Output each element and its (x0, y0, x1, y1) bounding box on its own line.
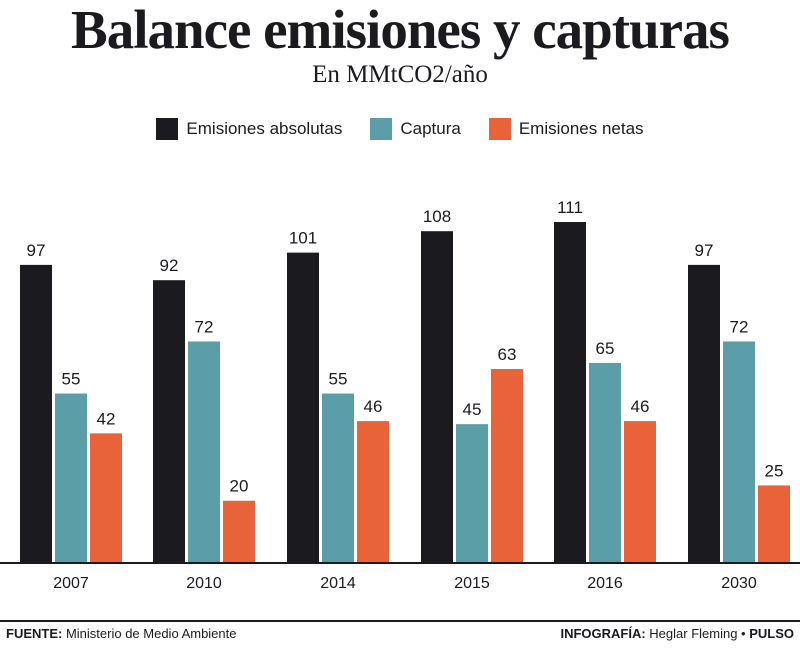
legend-label-emisiones-absolutas: Emisiones absolutas (186, 119, 343, 138)
source-note: FUENTE: Ministerio de Medio Ambiente (6, 626, 237, 641)
bar-2030-emisiones-absolutas (688, 264, 720, 562)
x-tick-label-2007: 2007 (53, 575, 89, 592)
bar-2014-captura (322, 393, 354, 562)
data-label-2016-emisiones-absolutas: 111 (557, 198, 583, 217)
data-label-2010-emisiones-absolutas: 92 (160, 256, 179, 275)
legend-item-emisiones-absolutas: Emisiones absolutas (156, 118, 342, 140)
credit-text: Heglar Fleming • (645, 626, 750, 641)
data-label-2007-emisiones-netas: 42 (97, 409, 116, 428)
bar-2030-captura (723, 341, 755, 562)
bar-2015-emisiones-absolutas (421, 231, 453, 562)
source-prefix: FUENTE: (6, 626, 63, 641)
bar-2007-captura (55, 393, 87, 562)
bar-2016-emisiones-absolutas (554, 222, 586, 562)
chart-subtitle: En MMtCO2/año (312, 61, 488, 88)
data-label-2010-captura: 72 (195, 317, 214, 336)
x-tick-label-2015: 2015 (454, 575, 490, 592)
bar-2007-emisiones-netas (90, 433, 122, 562)
bar-2010-emisiones-netas (223, 500, 255, 562)
x-tick-label-2030: 2030 (721, 575, 757, 592)
data-label-2014-captura: 55 (329, 370, 348, 389)
data-label-2007-captura: 55 (62, 370, 81, 389)
x-tick-label-2014: 2014 (320, 575, 356, 592)
legend: Emisiones absolutas Captura Emisiones ne… (0, 118, 800, 140)
bar-2010-emisiones-absolutas (153, 280, 185, 562)
data-label-2015-emisiones-absolutas: 108 (423, 207, 451, 226)
data-label-2030-emisiones-netas: 25 (765, 461, 784, 480)
data-label-2016-captura: 65 (596, 339, 615, 358)
legend-swatch-emisiones-absolutas (156, 118, 179, 140)
chart-title: Balance emisiones y capturas (71, 0, 730, 60)
bar-2014-emisiones-netas (357, 421, 389, 562)
x-tick-label-2016: 2016 (587, 575, 623, 592)
legend-item-emisiones-netas: Emisiones netas (488, 118, 644, 140)
bar-2015-emisiones-netas (491, 369, 523, 562)
bar-2010-captura (188, 341, 220, 562)
data-label-2014-emisiones-absolutas: 101 (289, 229, 317, 248)
data-label-2010-emisiones-netas: 20 (230, 477, 249, 496)
bar-2015-captura (456, 424, 488, 562)
data-label-2030-emisiones-absolutas: 97 (695, 241, 714, 260)
legend-swatch-emisiones-netas (488, 118, 511, 140)
data-label-2007-emisiones-absolutas: 97 (27, 241, 46, 260)
bar-chart: 97 55 42 2007 92 72 20 2010 101 55 46 2014 108 45 63 20… (20, 198, 790, 592)
data-label-2015-captura: 45 (463, 400, 482, 419)
footer-divider (0, 620, 800, 622)
legend-swatch-captura (370, 118, 393, 140)
legend-label-captura: Captura (400, 119, 461, 138)
legend-item-captura: Captura (370, 118, 461, 140)
legend-label-emisiones-netas: Emisiones netas (518, 119, 644, 138)
data-label-2016-emisiones-netas: 46 (631, 397, 650, 416)
data-label-2030-captura: 72 (730, 317, 749, 336)
source-text: Ministerio de Medio Ambiente (62, 626, 237, 641)
chart-baseline (0, 562, 800, 564)
data-label-2014-emisiones-netas: 46 (364, 397, 383, 416)
credit-prefix: INFOGRAFÍA: (560, 626, 646, 641)
bar-2030-emisiones-netas (758, 485, 790, 562)
brand-label: PULSO (749, 626, 794, 641)
x-tick-label-2010: 2010 (186, 575, 222, 592)
bar-2007-emisiones-absolutas (20, 264, 52, 562)
data-label-2015-emisiones-netas: 63 (498, 345, 517, 364)
bar-2016-emisiones-netas (624, 421, 656, 562)
bar-2016-captura (589, 362, 621, 562)
bar-2014-emisiones-absolutas (287, 252, 319, 563)
credit-note: INFOGRAFÍA: Heglar Fleming • PULSO (560, 626, 794, 641)
